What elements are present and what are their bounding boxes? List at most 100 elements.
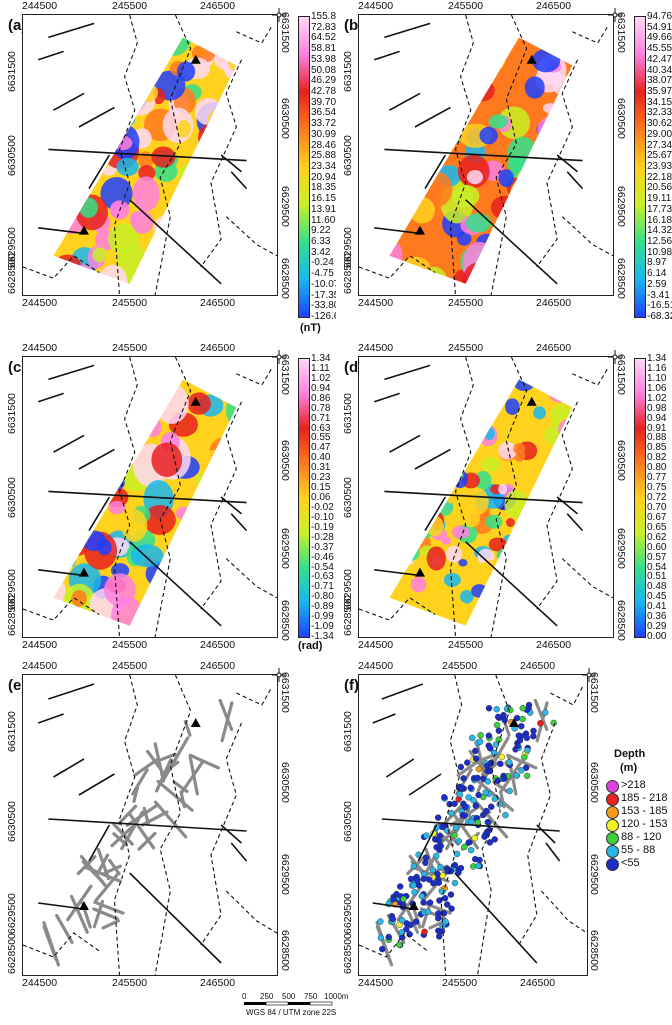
- depth-class-label: <55: [621, 857, 640, 869]
- fault-line: [454, 872, 538, 964]
- fault-line: [424, 496, 447, 532]
- raster-blob: [566, 571, 573, 592]
- raster-blob: [403, 53, 428, 85]
- y-tick-right: 6628500: [279, 600, 291, 641]
- raster-blob: [221, 187, 235, 205]
- raster-blob: [541, 555, 552, 569]
- fault-line: [37, 713, 64, 724]
- fault-line: [220, 496, 242, 515]
- depth-point: [441, 794, 448, 801]
- lineament: [108, 858, 121, 876]
- raster-blob: [221, 111, 237, 130]
- raster-blob: [429, 96, 443, 109]
- x-tick-top: 244500: [358, 342, 394, 354]
- x-tick-top: 244500: [358, 0, 394, 12]
- raster-blob: [53, 124, 75, 167]
- depth-point: [457, 763, 465, 771]
- x-tick-bottom: 245500: [112, 297, 148, 309]
- raster-blob: [392, 92, 424, 117]
- depth-point: [385, 933, 392, 941]
- x-tick-top: 246500: [536, 342, 572, 354]
- color-scale-label: 23.34: [311, 161, 337, 172]
- lineament: [156, 779, 194, 812]
- raster-blob: [106, 475, 125, 491]
- raster-blob: [217, 95, 237, 126]
- raster-blob: [429, 62, 445, 83]
- lineament: [412, 865, 450, 883]
- raster-blob: [225, 393, 237, 427]
- raster-blob: [133, 608, 159, 626]
- raster-blob: [53, 144, 63, 172]
- fault-line: [129, 872, 222, 964]
- raster-blob: [59, 490, 93, 525]
- triangle-icon: [78, 901, 89, 910]
- raster-blob: [183, 578, 215, 602]
- raster-blob: [82, 530, 106, 551]
- raster-blob: [442, 389, 461, 404]
- raster-blob: [503, 563, 521, 584]
- depth-point: [479, 775, 487, 782]
- scale-tick: 0: [242, 992, 247, 1001]
- raster-blob: [506, 518, 515, 527]
- raster-blob: [389, 108, 409, 129]
- x-tick-top: 244500: [22, 0, 58, 12]
- depth-point: [474, 774, 481, 782]
- raster-blob: [389, 37, 395, 48]
- depth-point: [429, 866, 437, 874]
- x-tick-bottom: 244500: [358, 977, 394, 989]
- depth-point: [435, 837, 443, 844]
- depth-point: [439, 888, 446, 895]
- color-scale-label: -33.80: [311, 300, 340, 312]
- y-tick-left: 6631500: [342, 51, 354, 92]
- raster-blob: [403, 87, 433, 123]
- scale-bar: 0 250 500 750 1000m WGS 84 / UTM zone 22…: [240, 992, 350, 1022]
- lineament: [92, 899, 105, 929]
- raster-blob: [554, 543, 573, 564]
- raster-blob: [380, 615, 389, 622]
- raster-blob: [396, 55, 417, 75]
- raster-blob: [59, 467, 80, 483]
- fault-line: [78, 773, 115, 796]
- raster-blob: [389, 406, 404, 429]
- raster-blob: [542, 508, 553, 519]
- raster-blob: [511, 598, 526, 612]
- depth-class-swatch: [606, 806, 619, 819]
- raster-blob: [212, 587, 230, 603]
- raster-blob: [471, 79, 495, 102]
- depth-point: [513, 772, 520, 779]
- x-tick-bottom: 244500: [22, 297, 58, 309]
- color-scale-label: 0.72: [647, 492, 667, 503]
- raster-blob: [509, 178, 537, 214]
- raster-blob: [534, 177, 567, 207]
- fault-dashed: [561, 216, 613, 257]
- y-tick-left: 6631500: [6, 51, 18, 92]
- raster-blob: [390, 508, 415, 537]
- fault-line: [88, 496, 111, 532]
- raster-blob: [104, 573, 136, 607]
- color-scale-label: -17.35: [311, 289, 340, 301]
- north-arrow-icon: [272, 8, 286, 22]
- map-canvas: [359, 357, 613, 637]
- raster-blob: [71, 590, 87, 608]
- lineament: [132, 785, 140, 803]
- lineament: [153, 800, 188, 839]
- depth-point: [467, 784, 474, 791]
- color-scale-label: 8.97: [647, 257, 667, 269]
- raster-blob: [389, 543, 407, 567]
- y-tick-right: 6629500: [588, 854, 600, 895]
- depth-point: [480, 811, 487, 819]
- raster-blob: [176, 61, 196, 82]
- color-scale-label: 94.76: [647, 11, 672, 22]
- depth-point: [434, 870, 441, 878]
- raster-blob: [223, 121, 237, 141]
- raster-blob: [215, 545, 237, 573]
- raster-blob: [396, 386, 410, 400]
- color-scale-label: -10.07: [311, 278, 340, 290]
- raster-blob: [570, 497, 573, 511]
- fault-line: [37, 392, 64, 403]
- depth-point: [397, 883, 404, 890]
- raster-blob: [570, 406, 573, 419]
- triangle-icon: [526, 54, 537, 64]
- y-tick-left: 6628500: [6, 933, 18, 974]
- x-tick-bottom: 246500: [200, 297, 236, 309]
